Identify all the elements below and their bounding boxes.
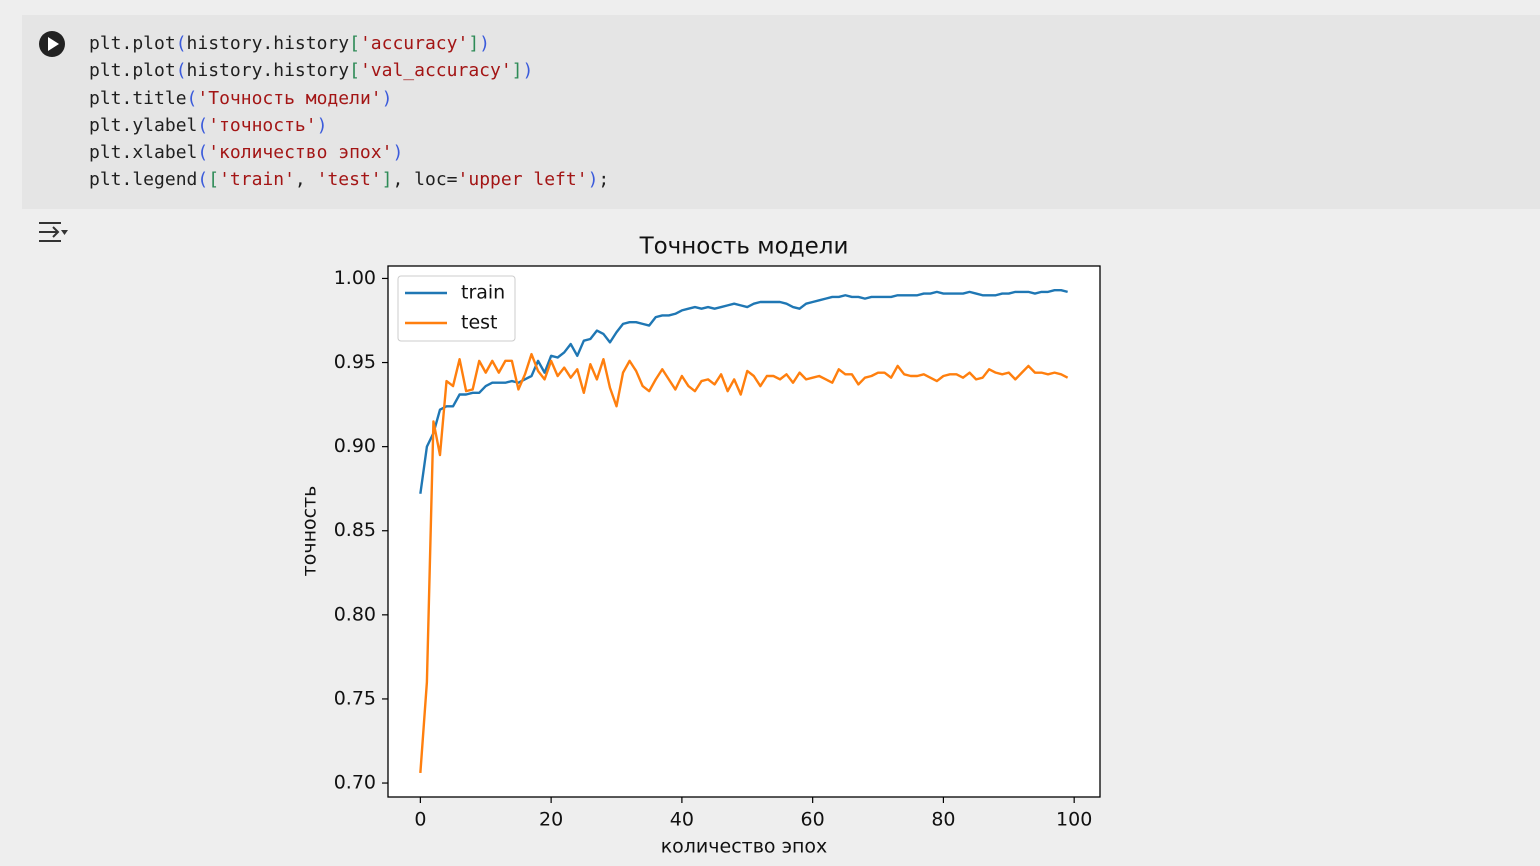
code-token: ) xyxy=(522,60,534,82)
code-token: ) xyxy=(381,87,393,109)
data-line xyxy=(419,352,1069,774)
code-token: ] xyxy=(381,169,393,191)
code-token: history.history xyxy=(186,33,350,54)
code-line: plt.plot(history.history['val_accuracy']… xyxy=(89,57,609,84)
code-token: plt.ylabel xyxy=(89,114,198,136)
y-tick-label: 0.75 xyxy=(334,687,376,709)
x-tick-label: 60 xyxy=(801,809,825,831)
code-token: ] xyxy=(511,60,523,82)
code-token: ( xyxy=(197,114,209,136)
x-tick-label: 20 xyxy=(539,809,563,831)
code-token: ) xyxy=(392,142,404,164)
code-line: plt.ylabel('точность') xyxy=(89,112,609,139)
legend-label: train xyxy=(461,282,505,304)
axes-frame xyxy=(387,265,1101,798)
code-token: [ xyxy=(349,33,360,54)
code-token: 'Точность модели' xyxy=(197,87,382,109)
code-token: plt.plot xyxy=(89,33,176,54)
code-cell: plt.plot(history.history['accuracy']) plt… xyxy=(22,15,1540,209)
chart-title: Точность модели xyxy=(639,234,849,260)
code-token: ( xyxy=(175,60,187,82)
code-token: 'train' xyxy=(219,169,295,191)
code-token: [ xyxy=(208,169,220,191)
x-tick-label: 40 xyxy=(670,809,694,831)
run-icon xyxy=(48,37,59,51)
code-token: [ xyxy=(349,60,360,82)
data-line xyxy=(419,289,1068,494)
y-tick-label: 0.80 xyxy=(334,603,376,625)
plot-area xyxy=(388,266,1100,797)
code-token: ; xyxy=(598,169,610,191)
code-token: 'количество эпох' xyxy=(208,142,393,164)
y-tick-label: 0.95 xyxy=(334,351,376,373)
code: plt.plot(history.history['accuracy']) plt… xyxy=(89,30,609,194)
code-token: 'val_accuracy' xyxy=(359,60,512,82)
y-tick-label: 1.00 xyxy=(334,267,376,289)
code-token: ) xyxy=(587,169,599,191)
x-tick-label: 0 xyxy=(414,809,426,831)
code-token: ( xyxy=(186,87,198,109)
code-line: plt.plot(history.history['accuracy']) xyxy=(89,30,609,57)
x-axis-label: количество эпох xyxy=(661,836,828,858)
y-axis-label: точность xyxy=(299,486,321,577)
code-token: 'точность' xyxy=(208,114,317,136)
code-token: ] xyxy=(468,33,480,54)
code-line: plt.xlabel('количество эпох') xyxy=(89,139,609,166)
code-token: plt.xlabel xyxy=(89,142,198,164)
code-token: 'accuracy' xyxy=(359,33,469,54)
code-token: plt.legend xyxy=(89,169,198,191)
output-toggle[interactable] xyxy=(39,222,68,242)
code-token: , xyxy=(294,169,317,191)
code-line: plt.legend(['train', 'test'], loc='upper… xyxy=(89,166,609,193)
legend-label: test xyxy=(461,312,498,334)
code-token: ( xyxy=(197,142,209,164)
y-tick-label: 0.85 xyxy=(334,519,376,541)
y-tick-label: 0.90 xyxy=(334,435,376,457)
code-line: plt.title('Точность модели') xyxy=(89,85,609,112)
code-token: plt.plot xyxy=(89,60,176,82)
code-token: ) xyxy=(479,33,491,54)
code-token: 'upper left' xyxy=(457,169,588,191)
code-token: ) xyxy=(316,114,328,136)
code-token: history.history xyxy=(186,60,350,82)
y-tick-label: 0.70 xyxy=(334,772,376,794)
code-token: , loc= xyxy=(392,169,458,191)
code-token: ( xyxy=(175,33,187,54)
code-token: plt.title xyxy=(89,87,187,109)
code-token: ( xyxy=(197,169,209,191)
x-tick-label: 100 xyxy=(1056,809,1092,831)
code-token: 'test' xyxy=(316,169,382,191)
x-tick-label: 80 xyxy=(931,809,955,831)
